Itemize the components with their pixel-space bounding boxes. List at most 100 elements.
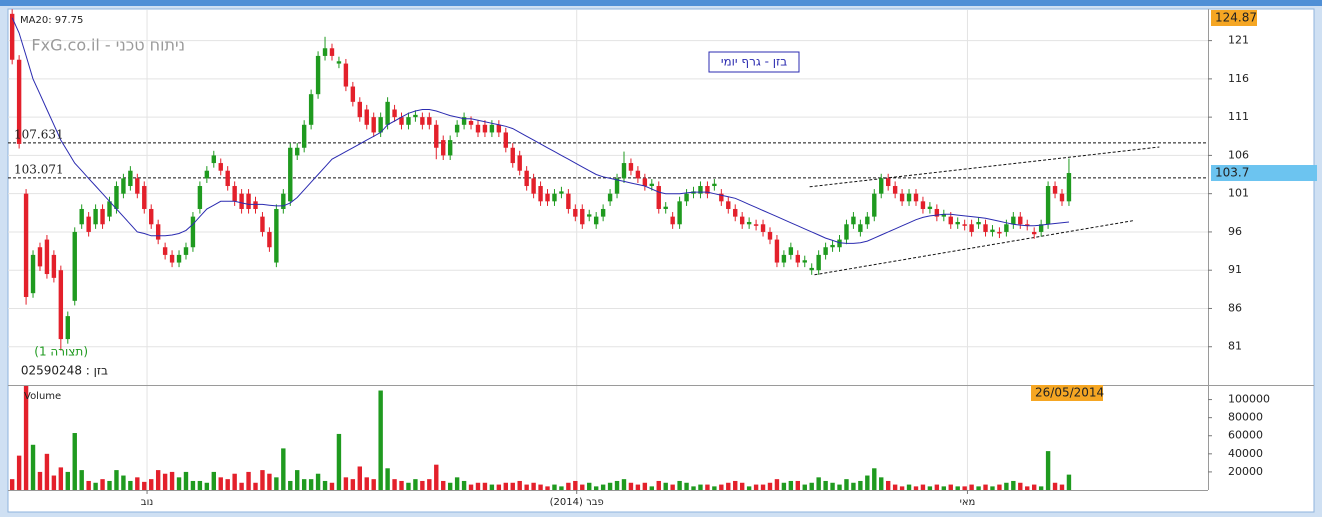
candle-body: [427, 117, 432, 125]
volume-bar: [72, 433, 77, 490]
candle-body: [1004, 224, 1009, 232]
volume-bar: [587, 482, 592, 490]
volume-bar: [357, 466, 362, 490]
volume-bar: [121, 475, 126, 490]
volume-bar: [169, 471, 175, 490]
candle-body: [802, 260, 807, 263]
candle-body: [858, 224, 863, 232]
volume-bar: [976, 486, 981, 490]
volume-bar: [524, 484, 529, 490]
level-label: 107.631: [14, 127, 64, 141]
volume-bar: [698, 484, 703, 490]
candle-body: [176, 254, 182, 263]
volume-bar: [858, 480, 863, 490]
volume-bar: [308, 479, 314, 490]
volume-bar: [218, 477, 223, 490]
volume-bar: [503, 482, 508, 490]
candle-body: [364, 109, 369, 125]
candle-body: [385, 101, 390, 125]
candle-body: [454, 124, 460, 133]
x-tick-label: מאי: [960, 497, 976, 508]
volume-bar: [649, 486, 655, 490]
candle-body: [232, 186, 237, 202]
candle-body: [545, 193, 550, 202]
candle-body: [559, 191, 564, 194]
volume-bar: [79, 470, 84, 490]
top-price-label-box: [1211, 9, 1257, 26]
candle-body: [795, 254, 801, 263]
volume-bar: [399, 480, 404, 490]
y-tick-label: 96: [1228, 225, 1242, 238]
volume-bar: [274, 477, 279, 490]
volume-bar: [837, 484, 842, 490]
candle-body: [149, 208, 154, 225]
candle-body: [413, 114, 418, 118]
volume-bar: [1004, 482, 1009, 490]
volume-bar: [1052, 482, 1058, 490]
candle-body: [155, 224, 161, 240]
candle-body: [482, 124, 488, 133]
candle-body: [712, 183, 717, 187]
volume-bar: [719, 484, 724, 490]
candle-body: [705, 186, 710, 194]
volume-bar: [441, 480, 446, 490]
volume-bar: [552, 484, 557, 490]
volume-bar: [684, 482, 689, 490]
volume-bar: [329, 482, 335, 490]
volume-bar: [1045, 451, 1051, 490]
candle-body: [830, 244, 835, 248]
candle-body: [239, 193, 244, 209]
volume-bar: [823, 480, 828, 490]
volume-bar: [774, 479, 780, 490]
y-tick-label: 91: [1228, 263, 1242, 276]
volume-bar: [385, 468, 390, 490]
candle-body: [733, 208, 738, 217]
volume-bar: [872, 468, 877, 490]
volume-bar: [413, 479, 418, 490]
candle-body: [955, 221, 960, 225]
candle-body: [357, 101, 362, 118]
candle-body: [670, 216, 675, 225]
volume-bar: [927, 486, 933, 490]
candle-body: [920, 201, 926, 209]
volume-bar: [322, 480, 328, 490]
volume-bar: [545, 486, 550, 490]
candle-body: [698, 186, 703, 194]
x-tick-label: נוב: [141, 497, 154, 508]
candle-body: [844, 224, 849, 240]
volume-bar: [600, 484, 606, 490]
candle-body: [204, 170, 210, 179]
volume-bar: [23, 386, 29, 490]
candle-body: [656, 186, 661, 209]
candle-body: [9, 13, 15, 60]
candle-body: [281, 193, 286, 209]
candle-body: [538, 186, 543, 202]
x-tick-label: פבר (2014): [550, 497, 604, 508]
volume-bar: [899, 486, 905, 490]
candle-body: [329, 48, 335, 56]
candle-body: [420, 117, 425, 125]
candle-body: [865, 216, 870, 225]
volume-bar: [1059, 484, 1065, 490]
candle-body: [218, 163, 223, 171]
volume-bar: [93, 482, 98, 490]
candle-body: [93, 208, 98, 225]
candle-body: [809, 267, 814, 271]
ma-label: MA20: 97.75: [20, 15, 83, 26]
volume-bar: [1011, 480, 1016, 490]
candle-body: [44, 239, 50, 275]
top-bar: [0, 0, 1322, 6]
candle-body: [441, 140, 446, 156]
candle-body: [879, 178, 884, 194]
candle-body: [684, 193, 689, 202]
ma-line: [11, 17, 1070, 244]
volume-bar: [580, 484, 585, 490]
candle-body: [524, 170, 529, 187]
top-price-label: 124.87: [1215, 10, 1257, 24]
candle-body: [86, 216, 91, 232]
volume-bar: [593, 486, 599, 490]
volume-tick-label: 60000: [1228, 429, 1263, 442]
volume-bar: [135, 477, 140, 490]
volume-bar: [114, 470, 119, 490]
candle-body: [600, 208, 606, 217]
